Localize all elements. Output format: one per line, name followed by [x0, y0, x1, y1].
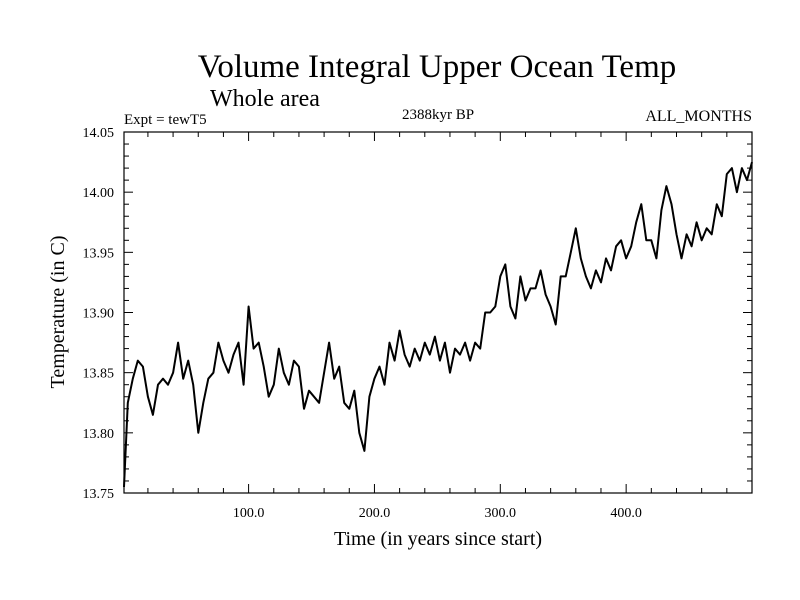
- x-tick-label: 300.0: [485, 506, 517, 521]
- months-label: ALL_MONTHS: [645, 108, 752, 125]
- y-tick-label: 13.75: [83, 487, 115, 502]
- x-tick-label: 100.0: [233, 506, 265, 521]
- chart-title: Volume Integral Upper Ocean Temp: [198, 49, 676, 85]
- x-axis-label: Time (in years since start): [334, 528, 542, 550]
- temperature-series-line: [123, 161, 753, 488]
- y-axis-label: Temperature (in C): [47, 236, 69, 389]
- x-tick-label: 200.0: [359, 506, 391, 521]
- y-tick-label: 14.05: [83, 126, 115, 141]
- experiment-label: Expt = tewT5: [124, 112, 207, 128]
- y-tick-label: 13.90: [83, 307, 115, 322]
- x-tick-label: 400.0: [610, 506, 642, 521]
- plot-frame: [123, 131, 753, 494]
- epoch-label: 2388kyr BP: [402, 107, 474, 123]
- axis-tick-labels: 13.75 13.80 13.85 13.90 13.95 14.00 14.05 100.0…: [83, 126, 642, 521]
- y-tick-label: 13.95: [83, 246, 115, 261]
- y-tick-label: 14.00: [83, 186, 115, 201]
- axis-ticks: [124, 131, 752, 494]
- chart-subtitle: Whole area: [210, 86, 320, 112]
- y-tick-label: 13.85: [83, 367, 115, 382]
- y-tick-label: 13.80: [83, 427, 115, 442]
